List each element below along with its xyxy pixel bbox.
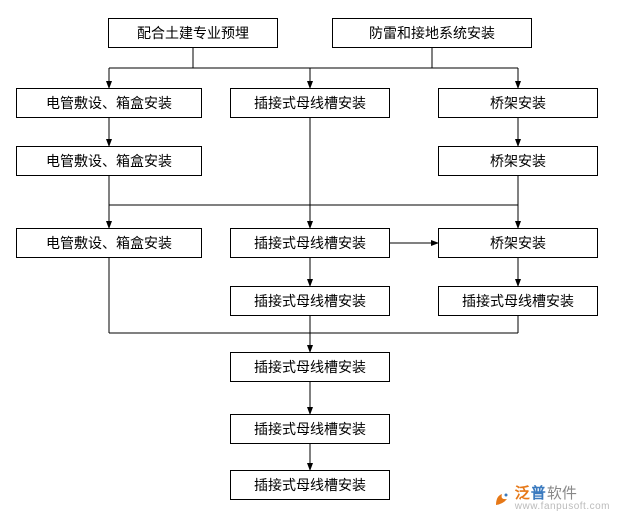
node-n11: 插接式母线槽安装 — [230, 286, 390, 316]
node-n5: 桥架安装 — [438, 88, 598, 118]
node-n12: 插接式母线槽安装 — [438, 286, 598, 316]
node-label: 插接式母线槽安装 — [254, 233, 366, 253]
node-label: 电管敷设、箱盒安装 — [46, 93, 172, 113]
node-label: 插接式母线槽安装 — [254, 419, 366, 439]
node-n4: 插接式母线槽安装 — [230, 88, 390, 118]
node-label: 插接式母线槽安装 — [254, 357, 366, 377]
node-label: 插接式母线槽安装 — [254, 93, 366, 113]
node-label: 桥架安装 — [490, 151, 546, 171]
node-n13: 插接式母线槽安装 — [230, 352, 390, 382]
node-label: 桥架安装 — [490, 233, 546, 253]
node-label: 电管敷设、箱盒安装 — [46, 151, 172, 171]
node-n6: 电管敷设、箱盒安装 — [16, 146, 202, 176]
node-label: 插接式母线槽安装 — [254, 475, 366, 495]
node-n10: 桥架安装 — [438, 228, 598, 258]
node-label: 插接式母线槽安装 — [462, 291, 574, 311]
node-n7: 桥架安装 — [438, 146, 598, 176]
node-label: 防雷和接地系统安装 — [369, 23, 495, 43]
node-n9: 插接式母线槽安装 — [230, 228, 390, 258]
logo-icon — [493, 490, 511, 508]
watermark: 泛普软件 www.fanpusoft.com — [493, 486, 610, 512]
watermark-pu: 普 — [531, 486, 546, 502]
node-n3: 电管敷设、箱盒安装 — [16, 88, 202, 118]
node-n14: 插接式母线槽安装 — [230, 414, 390, 444]
node-label: 电管敷设、箱盒安装 — [46, 233, 172, 253]
node-label: 配合土建专业预埋 — [137, 23, 249, 43]
node-n8: 电管敷设、箱盒安装 — [16, 228, 202, 258]
watermark-fan: 泛 — [515, 486, 530, 502]
node-label: 桥架安装 — [490, 93, 546, 113]
watermark-soft: 软件 — [547, 486, 577, 502]
watermark-url: www.fanpusoft.com — [515, 502, 610, 513]
node-n2: 防雷和接地系统安装 — [332, 18, 532, 48]
node-n1: 配合土建专业预埋 — [108, 18, 278, 48]
node-n15: 插接式母线槽安装 — [230, 470, 390, 500]
node-label: 插接式母线槽安装 — [254, 291, 366, 311]
